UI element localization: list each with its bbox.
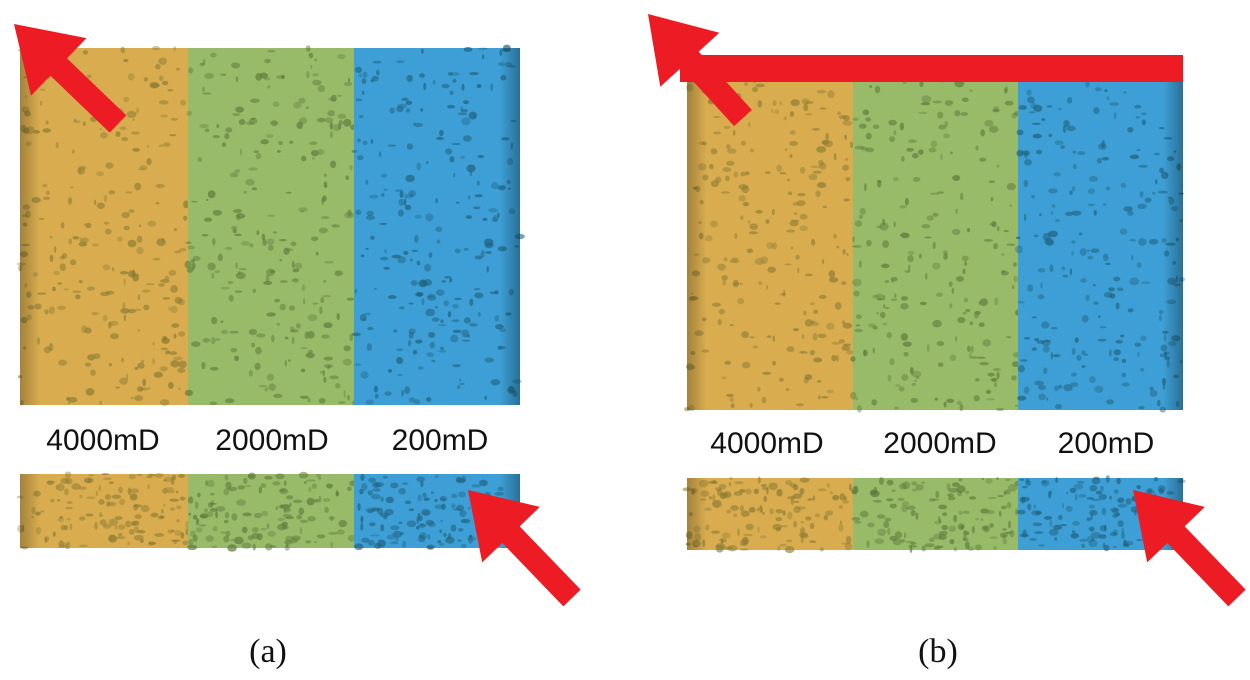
flow-arrow — [14, 24, 127, 133]
content — [14, 14, 1246, 607]
edge-shade — [687, 478, 1183, 550]
fracture-bar — [680, 55, 1183, 82]
edge-shade — [20, 474, 520, 548]
permeability-label: 2000mD — [883, 427, 996, 460]
panel-caption: (a) — [249, 633, 287, 670]
edge-shade — [687, 80, 1183, 410]
permeability-label: 2000mD — [215, 424, 328, 457]
flow-arrow — [648, 14, 752, 127]
permeability-label: 200mD — [1058, 427, 1155, 460]
permeability-label: 200mD — [392, 424, 489, 457]
permeability-label: 4000mD — [710, 427, 823, 460]
panel-caption: (b) — [918, 633, 958, 670]
flow-arrow — [468, 490, 581, 607]
permeability-label: 4000mD — [46, 424, 159, 457]
flow-arrow — [1133, 490, 1246, 607]
